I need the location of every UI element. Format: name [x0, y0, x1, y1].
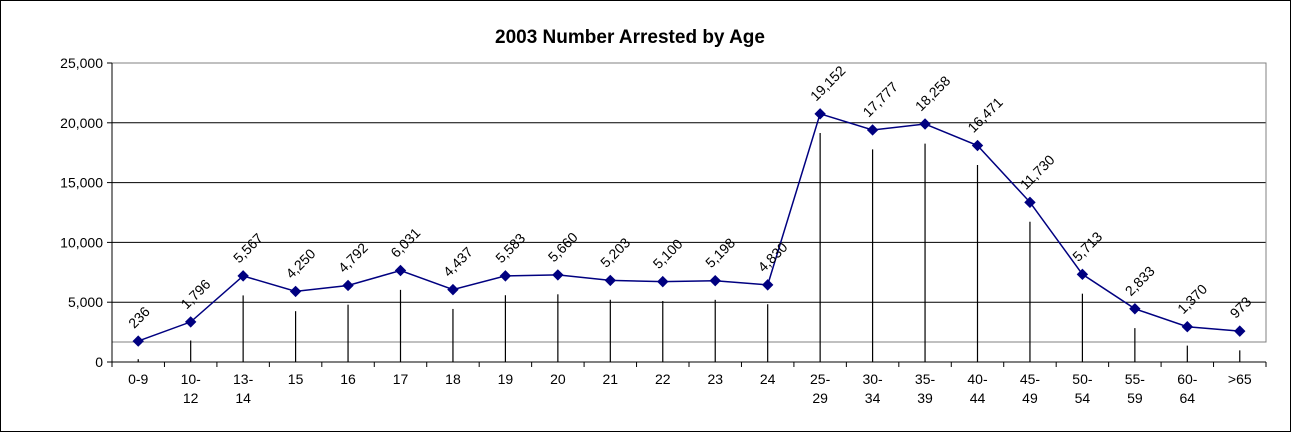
x-tick-label-line: 39 — [917, 390, 933, 406]
x-tick-label-line: 60- — [1177, 371, 1198, 387]
x-tick-label-line: 29 — [812, 390, 828, 406]
x-tick-label-line: 35- — [915, 371, 936, 387]
x-tick-label-line: 13- — [233, 371, 254, 387]
x-tick-label: 24 — [760, 371, 776, 387]
y-tick-label: 0 — [95, 354, 103, 370]
chart-title: 2003 Number Arrested by Age — [495, 27, 765, 48]
x-tick-label: 17 — [393, 371, 409, 387]
x-tick-label-line: 40- — [967, 371, 988, 387]
x-tick-label: 20 — [550, 371, 566, 387]
y-tick-label: 25,000 — [60, 55, 103, 71]
x-tick-label-line: 30- — [862, 371, 883, 387]
x-tick-label-line: 19 — [498, 371, 514, 387]
x-tick-label-line: 12 — [183, 390, 199, 406]
y-tick-label: 15,000 — [60, 175, 103, 191]
x-tick-label-line: 44 — [970, 390, 986, 406]
x-tick-label-line: 18 — [445, 371, 461, 387]
y-tick-label: 5,000 — [68, 294, 103, 310]
x-tick-label-line: 0-9 — [128, 371, 148, 387]
x-tick-label-line: 34 — [865, 390, 881, 406]
x-tick-label-line: 14 — [235, 390, 251, 406]
x-tick-label-line: 50- — [1072, 371, 1093, 387]
x-tick-label-line: 22 — [655, 371, 671, 387]
x-tick-label-line: 23 — [707, 371, 723, 387]
x-tick-label-line: 45- — [1020, 371, 1041, 387]
x-tick-label-line: 25- — [810, 371, 831, 387]
x-tick-label: 0-9 — [128, 371, 148, 387]
x-tick-label-line: 64 — [1180, 390, 1196, 406]
x-tick-label-line: 59 — [1127, 390, 1143, 406]
x-tick-label: 19 — [498, 371, 514, 387]
x-tick-label: 21 — [603, 371, 619, 387]
x-tick-label: 15 — [288, 371, 304, 387]
x-tick-label-line: 15 — [288, 371, 304, 387]
x-tick-label-line: 49 — [1022, 390, 1038, 406]
x-tick-label-line: 10- — [181, 371, 202, 387]
x-tick-label: 22 — [655, 371, 671, 387]
x-tick-label-line: 17 — [393, 371, 409, 387]
y-tick-label: 20,000 — [60, 115, 103, 131]
x-tick-label-line: 16 — [340, 371, 356, 387]
x-tick-label-line: 21 — [603, 371, 619, 387]
x-tick-label-line: 20 — [550, 371, 566, 387]
x-tick-label: 16 — [340, 371, 356, 387]
x-tick-label: 18 — [445, 371, 461, 387]
y-tick-label: 10,000 — [60, 234, 103, 250]
x-tick-label: 23 — [707, 371, 723, 387]
x-tick-label-line: >65 — [1228, 371, 1252, 387]
x-tick-label-line: 24 — [760, 371, 776, 387]
x-tick-label: >65 — [1228, 371, 1252, 387]
x-tick-label-line: 54 — [1075, 390, 1091, 406]
x-tick-label-line: 55- — [1125, 371, 1146, 387]
